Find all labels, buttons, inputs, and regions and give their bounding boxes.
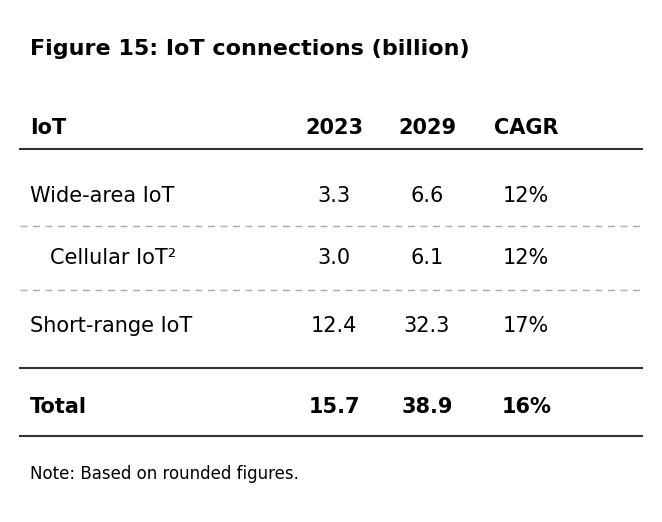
Text: 16%: 16%: [501, 397, 551, 417]
Text: 32.3: 32.3: [404, 316, 450, 336]
Text: 6.1: 6.1: [410, 248, 444, 268]
Text: 15.7: 15.7: [308, 397, 360, 417]
Text: Short-range IoT: Short-range IoT: [30, 316, 192, 336]
Text: 12%: 12%: [503, 248, 549, 268]
Text: 2029: 2029: [398, 118, 456, 138]
Text: CAGR: CAGR: [494, 118, 559, 138]
Text: Wide-area IoT: Wide-area IoT: [30, 186, 174, 206]
Text: 3.3: 3.3: [318, 186, 351, 206]
Text: IoT: IoT: [30, 118, 66, 138]
Text: 2023: 2023: [305, 118, 363, 138]
Text: Cellular IoT²: Cellular IoT²: [50, 248, 176, 268]
Text: Figure 15: IoT connections (billion): Figure 15: IoT connections (billion): [30, 39, 469, 59]
Text: Total: Total: [30, 397, 87, 417]
Text: 17%: 17%: [503, 316, 549, 336]
Text: 12.4: 12.4: [311, 316, 357, 336]
Text: Note: Based on rounded figures.: Note: Based on rounded figures.: [30, 465, 299, 483]
Text: 38.9: 38.9: [401, 397, 453, 417]
Text: 12%: 12%: [503, 186, 549, 206]
Text: 3.0: 3.0: [318, 248, 351, 268]
Text: 6.6: 6.6: [410, 186, 444, 206]
